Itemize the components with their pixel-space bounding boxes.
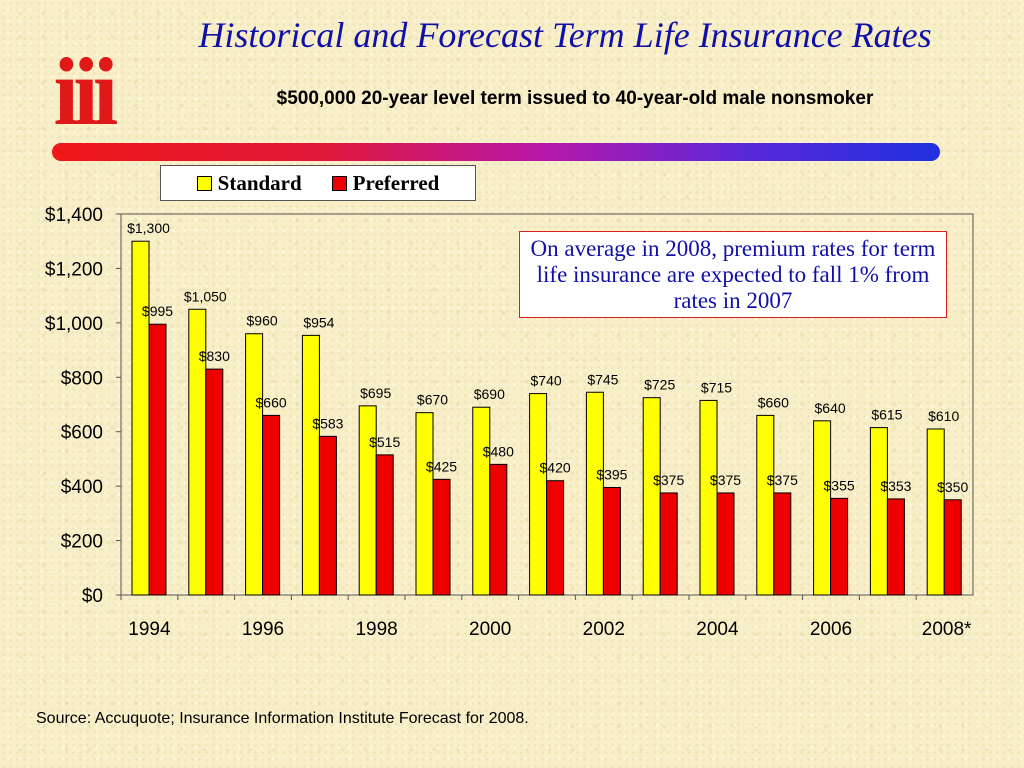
bar-standard (131, 240, 150, 596)
bar-standard (472, 406, 491, 596)
legend-swatch-preferred (331, 175, 347, 191)
iii-logo: iii (53, 38, 119, 145)
data-label-standard: $960 (247, 313, 278, 329)
bar-preferred (886, 498, 905, 596)
data-label-standard: $640 (815, 400, 846, 416)
x-tick-label: 2008* (922, 619, 972, 640)
bar-preferred (546, 480, 565, 596)
data-label-preferred: $583 (312, 415, 343, 431)
bar-preferred (659, 492, 678, 596)
bar-preferred (148, 323, 167, 596)
x-tick-label: 2002 (583, 619, 625, 640)
legend-label-preferred: Preferred (352, 170, 440, 195)
data-label-standard: $954 (303, 314, 334, 330)
data-label-preferred: $375 (653, 472, 684, 488)
data-label-preferred: $480 (483, 443, 514, 459)
bar-standard (699, 399, 718, 596)
data-label-standard: $1,300 (127, 220, 170, 236)
bar-standard (926, 428, 945, 596)
bar-standard (415, 412, 434, 596)
chart-subtitle: $500,000 20-year level term issued to 40… (276, 88, 874, 109)
y-tick-label: $1,200 (45, 259, 103, 280)
x-tick-label: 1998 (355, 619, 397, 640)
data-label-standard: $610 (928, 408, 959, 424)
data-label-preferred: $830 (199, 348, 230, 364)
bar-preferred (943, 499, 962, 596)
x-tick-label: 2004 (696, 619, 739, 640)
legend-item-preferred: Preferred (331, 170, 440, 196)
bar-standard (869, 427, 888, 596)
bar-preferred (489, 463, 508, 596)
data-label-preferred: $995 (142, 303, 173, 319)
bar-standard (756, 414, 775, 596)
data-label-standard: $740 (531, 373, 562, 389)
y-tick-label: $400 (61, 477, 103, 498)
y-tick-label: $1,400 (45, 205, 103, 226)
bar-standard (585, 391, 604, 596)
x-tick-label: 2000 (469, 619, 511, 640)
chart-legend: Standard Preferred (160, 165, 476, 201)
bar-preferred (773, 492, 792, 596)
data-label-preferred: $375 (767, 472, 798, 488)
data-label-standard: $745 (587, 371, 618, 387)
bar-standard (529, 393, 548, 596)
source-note: Source: Accuquote; Insurance Information… (36, 710, 529, 727)
header-gradient-rule (52, 143, 940, 161)
bar-preferred (602, 487, 621, 596)
legend-swatch-standard (196, 175, 212, 191)
legend-label-standard: Standard (217, 170, 302, 195)
data-label-preferred: $375 (710, 472, 741, 488)
bar-standard (642, 397, 661, 596)
data-label-preferred: $420 (540, 460, 571, 476)
bar-preferred (716, 492, 735, 596)
bar-preferred (375, 454, 394, 596)
bar-preferred (205, 368, 224, 596)
data-label-standard: $615 (871, 407, 902, 423)
bar-preferred (432, 478, 451, 596)
data-label-standard: $715 (701, 379, 732, 395)
bar-preferred (318, 435, 337, 596)
data-label-standard: $725 (644, 377, 675, 393)
y-tick-label: $800 (61, 368, 103, 389)
data-label-preferred: $660 (256, 394, 287, 410)
bar-standard (301, 334, 320, 596)
x-tick-label: 1994 (128, 619, 171, 640)
data-label-standard: $670 (417, 392, 448, 408)
data-label-preferred: $353 (880, 478, 911, 494)
data-label-standard: $690 (474, 386, 505, 402)
bar-preferred (830, 497, 849, 596)
data-label-standard: $660 (758, 394, 789, 410)
bar-standard (813, 420, 832, 596)
x-tick-label: 2006 (810, 619, 852, 640)
y-tick-label: $1,000 (45, 314, 103, 335)
legend-item-standard: Standard (196, 170, 302, 196)
data-label-preferred: $425 (426, 458, 457, 474)
y-tick-label: $600 (61, 423, 103, 444)
data-label-standard: $695 (360, 385, 391, 401)
data-label-preferred: $350 (937, 479, 968, 495)
y-tick-label: $0 (82, 586, 103, 607)
chart-title: Historical and Forecast Term Life Insura… (198, 15, 932, 55)
bar-preferred (262, 414, 281, 596)
y-tick-label: $200 (61, 532, 103, 553)
x-tick-label: 1996 (242, 619, 284, 640)
forecast-annotation: On average in 2008, premium rates for te… (519, 231, 947, 318)
data-label-preferred: $355 (824, 477, 855, 493)
data-label-standard: $1,050 (184, 288, 227, 304)
bar-standard (245, 333, 264, 596)
data-label-preferred: $395 (596, 467, 627, 483)
data-label-preferred: $515 (369, 434, 400, 450)
